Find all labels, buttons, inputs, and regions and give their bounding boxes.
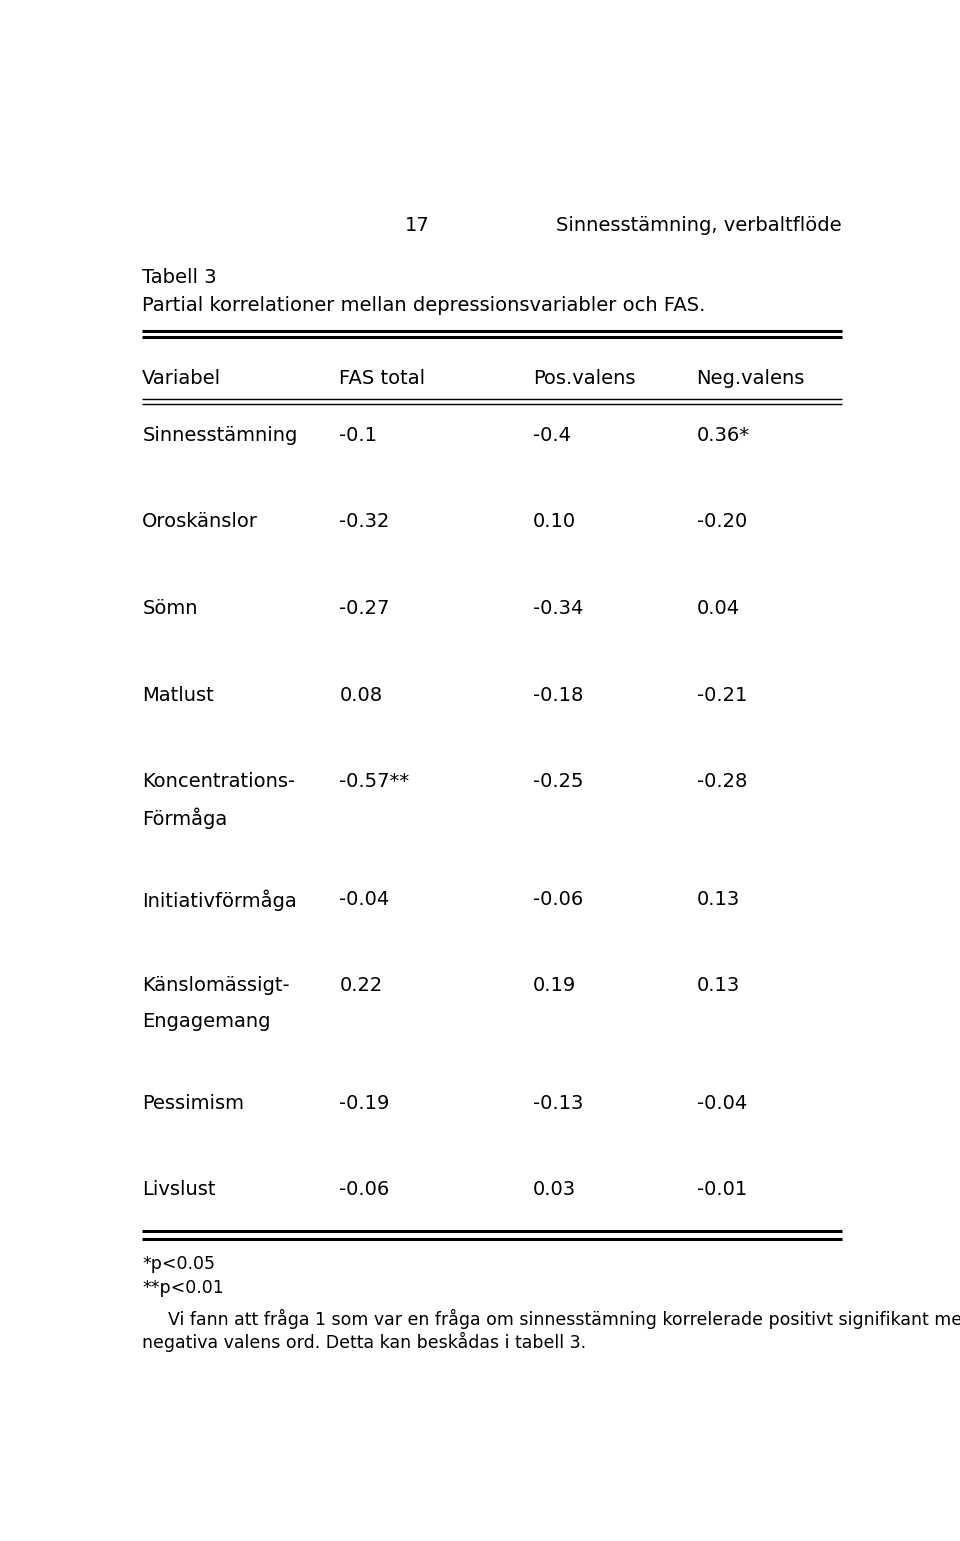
Text: -0.13: -0.13 [533,1094,584,1113]
Text: -0.06: -0.06 [533,889,583,909]
Text: -0.4: -0.4 [533,425,571,445]
Text: Känslomässigt-: Känslomässigt- [142,977,290,995]
Text: FAS total: FAS total [340,368,425,388]
Text: Initiativförmåga: Initiativförmåga [142,889,297,911]
Text: Sinnesstämning: Sinnesstämning [142,425,298,445]
Text: 0.13: 0.13 [697,889,740,909]
Text: -0.20: -0.20 [697,513,747,532]
Text: Sömn: Sömn [142,599,198,618]
Text: Matlust: Matlust [142,686,214,704]
Text: **p<0.01: **p<0.01 [142,1279,224,1298]
Text: 0.19: 0.19 [533,977,576,995]
Text: Neg.valens: Neg.valens [697,368,805,388]
Text: 0.03: 0.03 [533,1180,576,1199]
Text: Förmåga: Förmåga [142,807,228,829]
Text: Koncentrations-: Koncentrations- [142,772,296,791]
Text: 0.13: 0.13 [697,977,740,995]
Text: 17: 17 [405,216,430,234]
Text: Tabell 3: Tabell 3 [142,268,217,287]
Text: Variabel: Variabel [142,368,222,388]
Text: 0.36*: 0.36* [697,425,750,445]
Text: Partial korrelationer mellan depressionsvariabler och FAS.: Partial korrelationer mellan depressions… [142,296,706,316]
Text: 0.04: 0.04 [697,599,740,618]
Text: -0.18: -0.18 [533,686,584,704]
Text: -0.34: -0.34 [533,599,584,618]
Text: -0.21: -0.21 [697,686,747,704]
Text: -0.19: -0.19 [340,1094,390,1113]
Text: -0.27: -0.27 [340,599,390,618]
Text: -0.57**: -0.57** [340,772,410,791]
Text: -0.1: -0.1 [340,425,377,445]
Text: Vi fann att fråga 1 som var en fråga om sinnesstämning korrelerade positivt sign: Vi fann att fråga 1 som var en fråga om … [168,1308,960,1328]
Text: 0.10: 0.10 [533,513,576,532]
Text: -0.04: -0.04 [697,1094,747,1113]
Text: -0.06: -0.06 [340,1180,390,1199]
Text: Oroskänslor: Oroskänslor [142,513,258,532]
Text: -0.25: -0.25 [533,772,584,791]
Text: Pessimism: Pessimism [142,1094,244,1113]
Text: Livslust: Livslust [142,1180,216,1199]
Text: negativa valens ord. Detta kan beskådas i tabell 3.: negativa valens ord. Detta kan beskådas … [142,1333,587,1353]
Text: 0.22: 0.22 [340,977,383,995]
Text: -0.01: -0.01 [697,1180,747,1199]
Text: Engagemang: Engagemang [142,1012,271,1031]
Text: *p<0.05: *p<0.05 [142,1256,215,1273]
Text: -0.04: -0.04 [340,889,390,909]
Text: -0.28: -0.28 [697,772,747,791]
Text: Sinnesstämning, verbaltflöde: Sinnesstämning, verbaltflöde [556,216,842,234]
Text: Pos.valens: Pos.valens [533,368,636,388]
Text: -0.32: -0.32 [340,513,390,532]
Text: 0.08: 0.08 [340,686,383,704]
